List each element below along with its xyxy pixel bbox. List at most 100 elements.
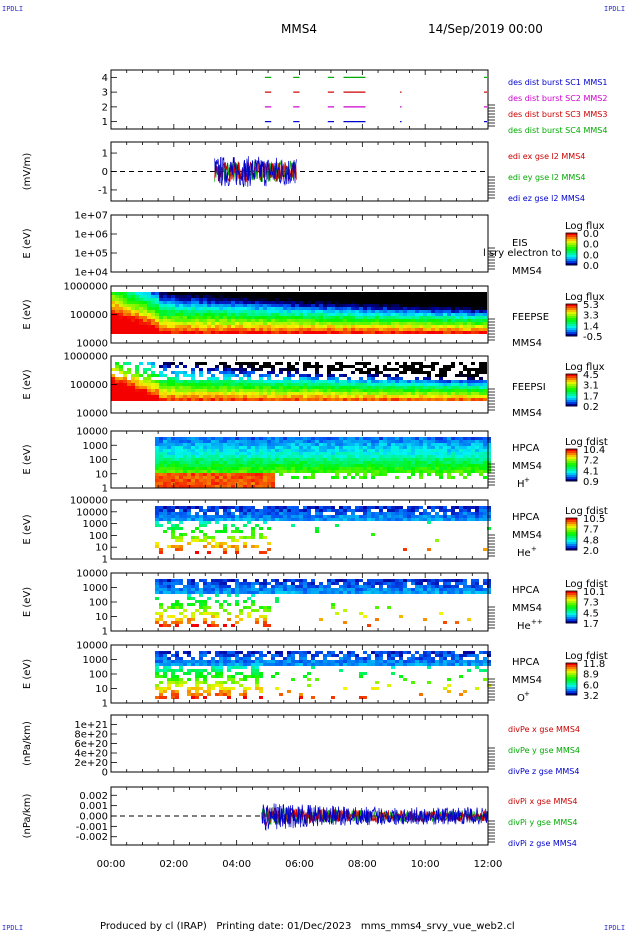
spectrogram-cell [119, 322, 123, 325]
spectrogram-cell [327, 310, 331, 313]
spectrogram-cell [415, 362, 419, 365]
spectrogram-cell [286, 458, 291, 461]
spectrogram-cell [234, 440, 239, 443]
spectrogram-cell [346, 440, 351, 443]
spectrogram-cell [178, 464, 183, 467]
spectrogram-cell [323, 325, 327, 328]
spectrogram-cell [423, 365, 427, 368]
spectrogram-cell [154, 621, 159, 624]
spectrogram-cell [247, 362, 251, 365]
spectrogram-cell [343, 374, 347, 377]
spectrogram-cell [310, 588, 315, 591]
spectrogram-cell [242, 464, 247, 467]
spectrogram-cell [446, 464, 451, 467]
spectrogram-cell [294, 509, 299, 512]
spectrogram-cell [370, 512, 375, 515]
spectrogram-cell [131, 331, 135, 334]
spectrogram-cell [207, 319, 211, 322]
spectrogram-cell [347, 392, 351, 395]
spectrogram-cell [474, 515, 479, 518]
spectrogram-cell [178, 588, 183, 591]
spectrogram-cell [442, 509, 447, 512]
spectrogram-cell [386, 506, 391, 509]
spectrogram-cell [350, 588, 355, 591]
spectrogram-cell [215, 313, 219, 316]
spectrogram-cell [226, 473, 231, 476]
spectrogram-cell [427, 316, 431, 319]
spectrogram-cell [326, 585, 331, 588]
spectrogram-cell [446, 473, 451, 476]
spectrogram-cell [207, 292, 211, 295]
spectrogram-cell [278, 467, 283, 470]
spectrogram-cell [262, 452, 267, 455]
spectrogram-cell [338, 461, 343, 464]
spectrogram-cell [463, 328, 467, 331]
spectrogram-cell [174, 479, 179, 482]
spectrogram-cell [463, 365, 467, 368]
spectrogram-cell [218, 588, 223, 591]
spectrogram-cell [178, 443, 183, 446]
spectrogram-cell [222, 585, 227, 588]
spectrogram-cell [355, 322, 359, 325]
spectrogram-cell [283, 313, 287, 316]
spectrogram-cell [319, 298, 323, 301]
spectrogram-cell [315, 304, 319, 307]
spectrogram-cell [287, 301, 291, 304]
spectrogram-cell [439, 307, 443, 310]
spectrogram-cell [370, 467, 375, 470]
spectrogram-cell [223, 295, 227, 298]
spectrogram-cell [374, 591, 379, 594]
spectrogram-cell [467, 389, 471, 392]
spectrogram-cell [199, 368, 203, 371]
panel-frame-eis [110, 214, 489, 273]
spectrogram-cell [259, 295, 263, 298]
spectrogram-cell [354, 518, 359, 521]
spectrogram-cell [414, 449, 419, 452]
spectrogram-cell [210, 458, 215, 461]
spectrogram-cell [379, 398, 383, 401]
spectrogram-cell [210, 539, 215, 542]
spectrogram-cell [226, 440, 231, 443]
spectrogram-cell [479, 292, 483, 295]
spectrogram-cell [463, 368, 467, 371]
spectrogram-cell [262, 482, 267, 485]
spectrogram-cell [350, 467, 355, 470]
spectrogram-cell [303, 295, 307, 298]
spectrogram-cell [315, 310, 319, 313]
spectrogram-cell [314, 464, 319, 467]
spectrogram-cell [327, 398, 331, 401]
spectrogram-cell [242, 512, 247, 515]
spectrogram-cell [174, 473, 179, 476]
spectrogram-cell [374, 455, 379, 458]
spectrogram-cell [455, 295, 459, 298]
spectrogram-cell [151, 310, 155, 313]
spectrogram-cell [227, 371, 231, 374]
spectrogram-cell [259, 377, 263, 380]
spectrogram-cell [226, 545, 231, 548]
spectrogram-cell [219, 322, 223, 325]
spectrogram-cell [187, 325, 191, 328]
panel-frame-burst [110, 69, 489, 130]
spectrogram-cell [462, 443, 467, 446]
spectrogram-cell [270, 455, 275, 458]
spectrogram-cell [422, 518, 427, 521]
colorbar-swatch [566, 263, 577, 266]
spectrogram-cell [419, 307, 423, 310]
spectrogram-cell [399, 292, 403, 295]
spectrogram-cell [111, 392, 115, 395]
spectrogram-cell [435, 292, 439, 295]
spectrogram-cell [462, 452, 467, 455]
spectrogram-cell [295, 328, 299, 331]
spectrogram-cell [307, 377, 311, 380]
spectrogram-cell [210, 470, 215, 473]
spectrogram-cell [183, 316, 187, 319]
spectrogram-cell [418, 449, 423, 452]
spectrogram-cell [294, 464, 299, 467]
spectrogram-cell [111, 398, 115, 401]
spectrogram-cell [371, 301, 375, 304]
spectrogram-cell [391, 398, 395, 401]
spectrogram-cell [210, 461, 215, 464]
spectrogram-cell [163, 392, 167, 395]
spectrogram-cell [454, 470, 459, 473]
spectrogram-cell [438, 467, 443, 470]
